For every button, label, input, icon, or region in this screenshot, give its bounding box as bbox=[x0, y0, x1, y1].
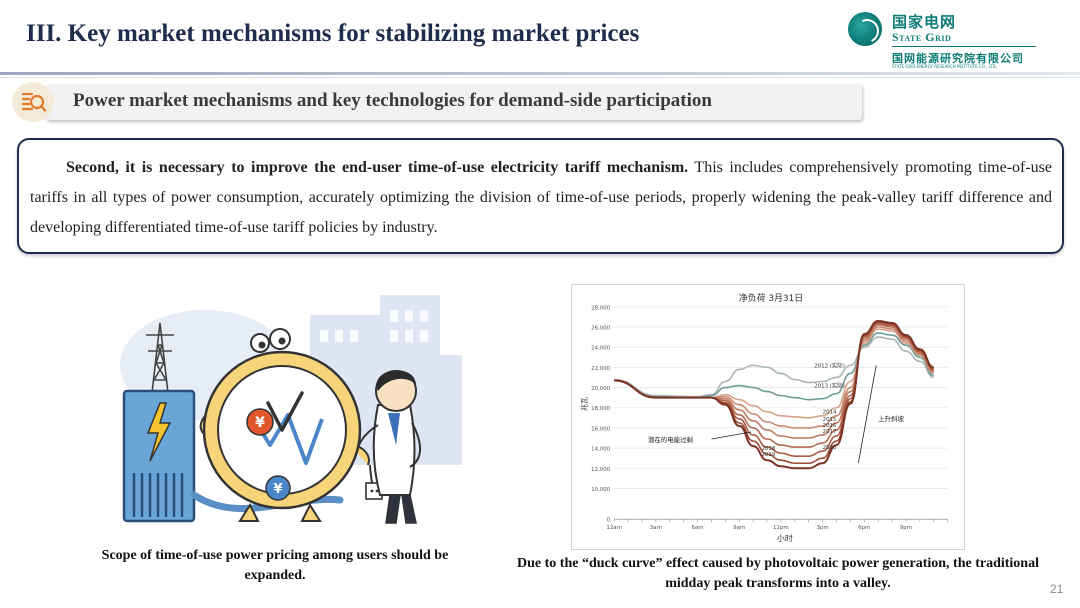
y-tick-label: 22,000 bbox=[591, 366, 611, 372]
businessman-figure bbox=[355, 370, 421, 524]
state-grid-logo: 国家电网 State Grid 国网能源研究院有限公司 STATE GRID E… bbox=[848, 8, 1048, 70]
annotation-ramp-arrow bbox=[857, 365, 877, 464]
x-tick-label: 3pm bbox=[816, 525, 828, 531]
yuan-coin-icon bbox=[246, 408, 274, 436]
tou-pricing-illustration: ¥ ¥ bbox=[120, 295, 462, 524]
series-label: 2018 bbox=[761, 446, 775, 452]
x-tick-label: 6am bbox=[691, 525, 703, 531]
yuan-coin-icon-blue bbox=[265, 475, 291, 501]
annotation-overgeneration: 潜在的电能过剩 bbox=[648, 435, 693, 444]
duck-curve-chart: 净负荷 3月31日 兆瓦 小时 0 10,000 12,000 14,000 16,00… bbox=[571, 284, 965, 550]
logo-institute-english: STATE GRID ENERGY RESEARCH INSTITUTE CO.… bbox=[892, 64, 997, 69]
series-label: 2013 (实际) bbox=[814, 382, 845, 390]
paragraph-body: This includes comprehensively promoting … bbox=[30, 159, 1053, 236]
x-tick-label: 6pm bbox=[858, 525, 870, 531]
y-tick-label: 16,000 bbox=[591, 426, 611, 432]
x-tick-label: 9pm bbox=[900, 525, 912, 531]
logo-divider bbox=[892, 46, 1036, 47]
slide-title: III. Key market mechanisms for stabilizi… bbox=[26, 20, 640, 47]
logo-institute-chinese: 国网能源研究院有限公司 bbox=[892, 52, 1024, 65]
annotation-arrow bbox=[711, 431, 752, 440]
svg-text:¥: ¥ bbox=[273, 482, 282, 497]
series-label: 2020 bbox=[823, 445, 837, 451]
x-tick-label: 3am bbox=[650, 525, 662, 531]
text-box bbox=[17, 138, 1064, 254]
series-line-3 bbox=[614, 326, 934, 429]
page-number: 21 bbox=[1050, 582, 1064, 596]
chart-xlabel: 小时 bbox=[777, 533, 793, 543]
y-tick-label: 24,000 bbox=[591, 346, 611, 352]
state-grid-emblem-icon bbox=[848, 12, 882, 46]
body-paragraph: Second, it is necessary to improve the e… bbox=[30, 153, 1052, 243]
smiling-clock-icon: ¥ ¥ bbox=[199, 328, 370, 522]
power-pylon bbox=[146, 322, 174, 394]
subtitle-banner bbox=[46, 84, 862, 120]
y-tick-label: 12,000 bbox=[591, 467, 611, 473]
series-label: 2012 (实际) bbox=[814, 362, 845, 370]
section-subtitle: Power market mechanisms and key technolo… bbox=[73, 90, 712, 111]
series-label: 2019 bbox=[761, 452, 775, 458]
series-line-5 bbox=[614, 323, 934, 448]
header-divider bbox=[0, 72, 1080, 75]
series-label: 2017 bbox=[823, 429, 837, 435]
chart-title: 净负荷 3月31日 bbox=[739, 292, 803, 304]
y-tick-label: 20,000 bbox=[591, 386, 611, 392]
y-tick-label: 14,000 bbox=[591, 447, 611, 453]
x-tick-label: 12am bbox=[606, 525, 622, 531]
logo-english-name: State Grid bbox=[892, 30, 952, 44]
series-line-1 bbox=[614, 332, 934, 401]
series-label: 2015 bbox=[823, 417, 837, 423]
y-tick-label: 18,000 bbox=[591, 406, 611, 412]
series-label: 2016 bbox=[823, 423, 837, 429]
logo-chinese-name: 国家电网 bbox=[892, 13, 957, 31]
y-tick-label: 10,000 bbox=[591, 487, 611, 493]
lightning-icon bbox=[146, 402, 172, 462]
series-line-0 bbox=[614, 336, 934, 398]
svg-text:¥: ¥ bbox=[255, 415, 265, 431]
series-line-8 bbox=[614, 319, 935, 470]
y-tick-label: 0 bbox=[607, 518, 611, 524]
transformer-box bbox=[122, 389, 196, 523]
paragraph-lead: Second, it is necessary to improve the e… bbox=[66, 159, 689, 176]
y-tick-label: 26,000 bbox=[591, 325, 611, 331]
y-tick-label: 28,000 bbox=[591, 305, 611, 311]
search-document-icon bbox=[12, 82, 54, 122]
header-divider-thin bbox=[0, 77, 1080, 78]
x-tick-label: 12pm bbox=[773, 525, 789, 531]
x-tick-label: 9am bbox=[733, 525, 745, 531]
annotation-ramp: 上升斜坡 bbox=[878, 414, 904, 423]
left-figure-caption: Scope of time-of-use power pricing among… bbox=[101, 548, 449, 583]
series-label: 2014 bbox=[823, 410, 837, 416]
right-figure-caption: Due to the “duck curve” effect caused by… bbox=[517, 556, 1039, 591]
chart-ylabel: 兆瓦 bbox=[579, 397, 588, 411]
series-line-2 bbox=[614, 328, 934, 419]
